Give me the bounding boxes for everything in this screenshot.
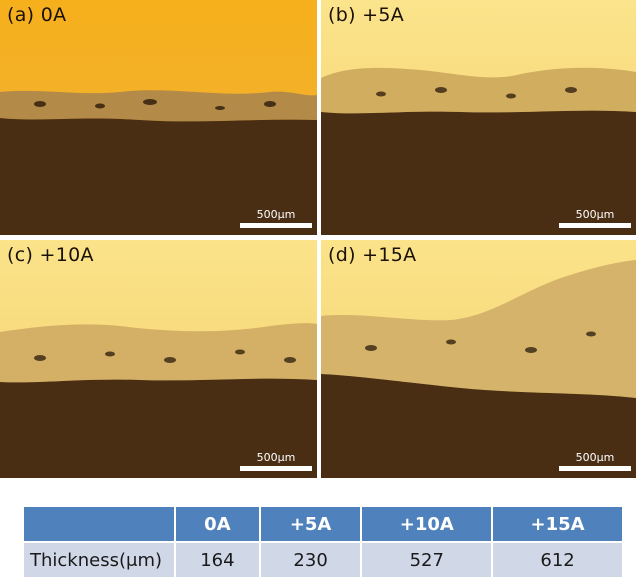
panel-label-a: (a) 0A <box>7 4 67 26</box>
table-row-label: Thickness(μm) <box>22 541 176 579</box>
scale-bar-label-a: 500μm <box>256 208 296 221</box>
table-cell-15a: 612 <box>491 541 624 579</box>
panel-label-b: (b) +5A <box>328 4 405 26</box>
micrograph-image-a <box>0 0 317 235</box>
scale-bar-b: 500μm <box>559 209 631 228</box>
table-header-10a: +10A <box>360 505 494 543</box>
scale-bar-label-b: 500μm <box>575 208 615 221</box>
scale-bar-line-b <box>559 223 631 228</box>
scale-bar-d: 500μm <box>559 452 631 471</box>
scale-bar-label-d: 500μm <box>575 451 615 464</box>
table-header-corner <box>22 505 176 543</box>
scale-bar-line-a <box>240 223 312 228</box>
micrograph-panel-d: (d) +15A 500μm <box>321 240 636 478</box>
micrograph-image-c <box>0 240 317 478</box>
table-cell-0a: 164 <box>174 541 261 579</box>
scale-bar-line-c <box>240 466 312 471</box>
table-header-5a: +5A <box>258 505 363 543</box>
scale-bar-label-c: 500μm <box>256 451 296 464</box>
micrograph-panel-c: (c) +10A 500μm <box>0 240 317 478</box>
table-header-15a: +15A <box>491 505 624 543</box>
table-header-row: 0A +5A +10A +15A <box>22 505 624 543</box>
thickness-table: 0A +5A +10A +15A Thickness(μm) 164 230 5… <box>22 505 624 579</box>
scale-bar-line-d <box>559 466 631 471</box>
table-header-0a: 0A <box>174 505 261 543</box>
scale-bar-a: 500μm <box>240 209 312 228</box>
table-cell-10a: 527 <box>360 541 494 579</box>
panel-label-d: (d) +15A <box>328 244 417 266</box>
panel-label-c: (c) +10A <box>7 244 94 266</box>
table-cell-5a: 230 <box>258 541 363 579</box>
micrograph-panel-a: (a) 0A 500μm <box>0 0 317 235</box>
table-row: Thickness(μm) 164 230 527 612 <box>22 541 624 579</box>
scale-bar-c: 500μm <box>240 452 312 471</box>
micrograph-panel-b: (b) +5A 500μm <box>321 0 636 235</box>
micrograph-image-b <box>321 0 636 235</box>
micrograph-image-d <box>321 240 636 478</box>
